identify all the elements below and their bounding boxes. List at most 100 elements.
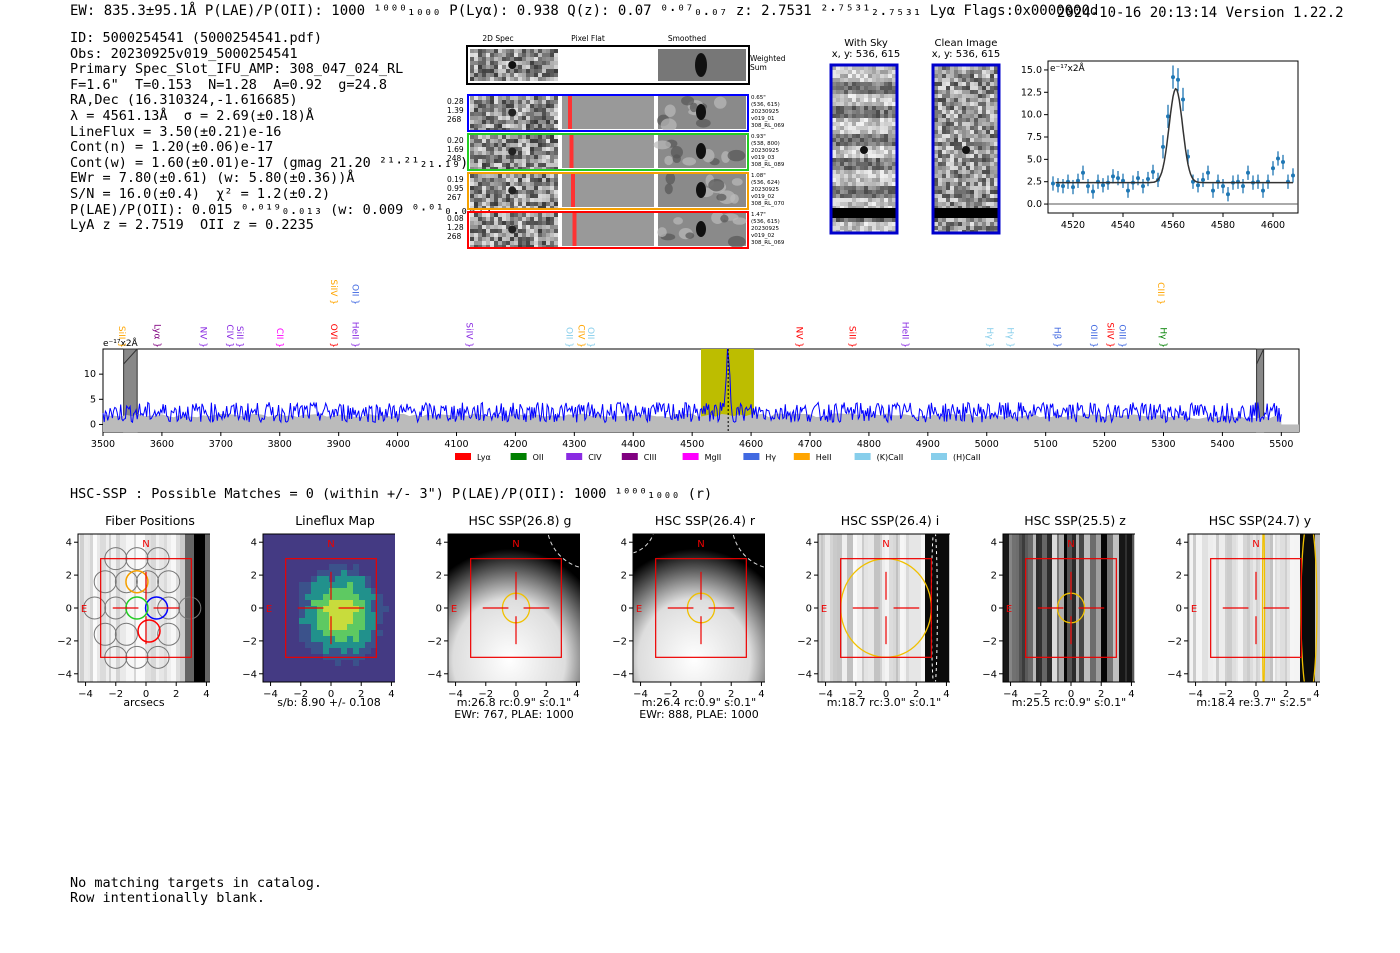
with-sky-coords: x, y: 536, 615 — [831, 49, 901, 60]
line-marker-label: CIII } — [1155, 282, 1165, 305]
fit-point — [1101, 183, 1105, 188]
info-line: Cont(w) = 1.60(±0.01)e-17 (gmag 21.20 ²¹… — [70, 154, 469, 171]
line-marker-label: SiII } — [116, 326, 126, 348]
cutout-row-stat: 1.69 — [447, 145, 464, 154]
panel-x-tick: 4 — [943, 689, 949, 700]
panel-title: HSC SSP(26.4) r — [654, 513, 756, 528]
spectrum-x-tick: 4000 — [385, 439, 409, 450]
spectrum-x-tick: 4600 — [739, 439, 763, 450]
spectrum-y-label: e⁻¹⁷x2Å — [103, 337, 139, 349]
noise-floor — [103, 424, 1299, 432]
panel-y-tick: −2 — [982, 636, 997, 647]
panel-x-tick: 0 — [143, 689, 149, 700]
panel-x-tick: 4 — [1313, 689, 1319, 700]
fit-point — [1221, 184, 1225, 189]
cutout-row-meta: 308_RL_069 — [751, 240, 785, 246]
east-mark: E — [451, 604, 457, 615]
fit-point — [1171, 75, 1175, 80]
legend-swatch — [793, 453, 810, 460]
cutout-col-label: 2D Spec — [482, 34, 513, 43]
cutout-row-meta: (536, 615) — [751, 219, 780, 225]
info-line: LyA z = 2.7519 OII z = 0.2235 — [70, 217, 314, 234]
line-marker-label: SiII } — [847, 326, 857, 348]
panel-y-tick: 2 — [806, 571, 812, 582]
panel-caption: m:26.8 rc:0.9" s:0.1" EWr: 767, PLAE: 100… — [434, 697, 594, 721]
info-line: EWr = 7.80(±0.61) (w: 5.80(±0.36))Å — [70, 170, 355, 187]
panel-background — [448, 534, 580, 682]
panel-y-tick: −2 — [797, 636, 812, 647]
panel-image: N E −4 −4 −2 −2 0 0 2 2 4 4 — [427, 533, 580, 700]
spectrum-x-tick: 5100 — [1034, 439, 1058, 450]
line-marker-label: OII } — [564, 327, 574, 348]
fit-point — [1161, 144, 1165, 149]
fit-point — [1291, 173, 1295, 178]
panel-x-tick: −2 — [108, 689, 123, 700]
fiber-circle — [157, 570, 181, 594]
fit-x-tick: 4600 — [1261, 220, 1285, 231]
panel-x-tick: 2 — [913, 689, 919, 700]
fit-y-tick: 15.0 — [1021, 65, 1042, 76]
line-marker-label: OIII } — [1088, 324, 1098, 348]
panel-y-tick: 4 — [66, 538, 72, 549]
panel-y-tick: 2 — [621, 571, 627, 582]
panel-caption-line: m:25.5 rc:0.9" s:0.1" — [1011, 696, 1127, 709]
fit-point — [1111, 174, 1115, 179]
fit-x-tick: 4540 — [1111, 220, 1135, 231]
fit-point — [1121, 178, 1125, 183]
search-box — [470, 558, 562, 658]
panel-x-tick: −2 — [478, 689, 493, 700]
panel-background — [818, 534, 950, 682]
north-mark: N — [142, 539, 149, 550]
panel-x-tick: 4 — [1128, 689, 1134, 700]
info-line: RA,Dec (16.310324,-1.616685) — [70, 92, 298, 109]
panel-caption-line: s/b: 8.90 +/- 0.108 — [277, 696, 381, 709]
panel-title: HSC SSP(24.7) y — [1208, 513, 1312, 528]
line-marker-label: Hγ } — [1004, 327, 1014, 348]
north-mark: N — [1252, 539, 1259, 550]
cutout-row — [467, 133, 749, 171]
cutout-row-meta: 20230925 — [751, 148, 779, 154]
footer-line: No matching targets in catalog. — [70, 875, 322, 891]
clean-image-header: Clean Image x, y: 536, 615 — [921, 38, 1011, 60]
cutout-row-meta: 1.08" — [751, 173, 766, 179]
panel-background — [263, 534, 395, 682]
line-marker-label: CIV } — [224, 324, 234, 348]
info-line: S/N = 16.0(±0.4) χ² = 1.2(±0.2) — [70, 185, 331, 202]
panel-x-tick: −2 — [293, 689, 308, 700]
panel-y-tick: 2 — [436, 571, 442, 582]
panel-caption: m:25.5 rc:0.9" s:0.1" — [989, 697, 1149, 709]
fit-point — [1091, 189, 1095, 194]
line-marker-label: NV } — [197, 327, 207, 348]
fit-y-tick: 5.0 — [1027, 154, 1042, 165]
panel-y-tick: −4 — [242, 669, 257, 680]
cutout-row-meta: 20230925 — [751, 109, 779, 115]
cutout-row-stat: 268 — [447, 115, 462, 124]
panel-caption: arcsecs — [64, 697, 224, 709]
north-mark: N — [512, 539, 519, 550]
panel-y-tick: 0 — [621, 604, 627, 615]
cutout-row-stat: 0.95 — [447, 184, 464, 193]
spectrum-y-tick: 0 — [90, 419, 96, 430]
spectrum-x-tick: 3700 — [209, 439, 233, 450]
panel-background — [1188, 534, 1320, 682]
panel-y-tick: −4 — [612, 669, 627, 680]
cutout-row-meta: 308_RL_070 — [751, 201, 785, 207]
fit-point — [1196, 183, 1200, 188]
fit-point — [1081, 170, 1085, 175]
panel-y-tick: 4 — [1176, 538, 1182, 549]
fit-point — [1056, 183, 1060, 188]
panel-x-tick: −4 — [1003, 689, 1018, 700]
panel-background — [1003, 534, 1135, 682]
cutout-row-meta: 0.93" — [751, 134, 766, 140]
cutout-row-meta: 0.65" — [751, 95, 766, 101]
footer-line: Row intentionally blank. — [70, 890, 266, 906]
panel-x-tick: −2 — [663, 689, 678, 700]
spectrum-x-tick: 4800 — [857, 439, 881, 450]
legend-swatch — [682, 453, 699, 460]
panel-y-tick: 4 — [621, 538, 627, 549]
fit-y-tick: 0.0 — [1027, 199, 1042, 210]
fit-point — [1271, 166, 1275, 171]
panel-caption: m:26.4 rc:0.9" s:0.1" EWr: 888, PLAE: 100… — [619, 697, 779, 721]
panel-x-tick: 4 — [758, 689, 764, 700]
